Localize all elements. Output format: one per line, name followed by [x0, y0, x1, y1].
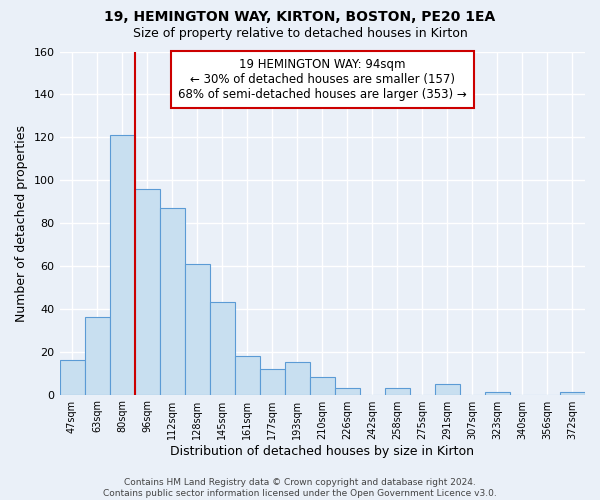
- Text: 19, HEMINGTON WAY, KIRTON, BOSTON, PE20 1EA: 19, HEMINGTON WAY, KIRTON, BOSTON, PE20 …: [104, 10, 496, 24]
- Bar: [59, 360, 85, 394]
- Text: 19 HEMINGTON WAY: 94sqm
← 30% of detached houses are smaller (157)
68% of semi-d: 19 HEMINGTON WAY: 94sqm ← 30% of detache…: [178, 58, 467, 102]
- Bar: [285, 362, 310, 394]
- Bar: [560, 392, 585, 394]
- Bar: [209, 302, 235, 394]
- Bar: [110, 135, 134, 394]
- Bar: [310, 378, 335, 394]
- Bar: [85, 318, 110, 394]
- Bar: [335, 388, 360, 394]
- Text: Contains HM Land Registry data © Crown copyright and database right 2024.
Contai: Contains HM Land Registry data © Crown c…: [103, 478, 497, 498]
- Bar: [260, 369, 285, 394]
- Bar: [485, 392, 510, 394]
- Bar: [235, 356, 260, 395]
- Bar: [185, 264, 209, 394]
- Bar: [160, 208, 185, 394]
- Y-axis label: Number of detached properties: Number of detached properties: [15, 124, 28, 322]
- X-axis label: Distribution of detached houses by size in Kirton: Distribution of detached houses by size …: [170, 444, 474, 458]
- Text: Size of property relative to detached houses in Kirton: Size of property relative to detached ho…: [133, 28, 467, 40]
- Bar: [435, 384, 460, 394]
- Bar: [385, 388, 410, 394]
- Bar: [134, 188, 160, 394]
